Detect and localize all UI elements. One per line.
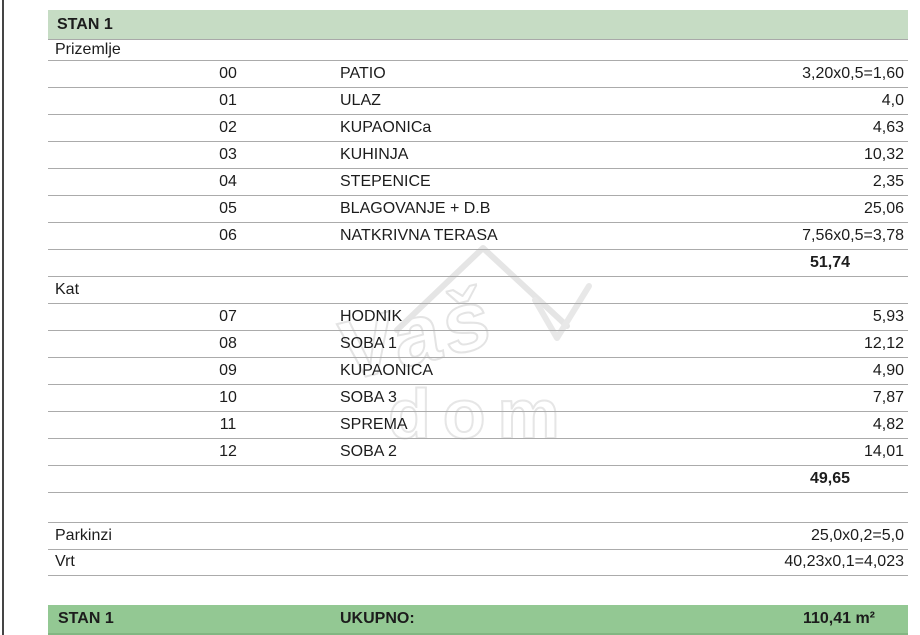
table-row: 03 KUHINJA 10,32 <box>48 142 908 169</box>
table-row: 12 SOBA 2 14,01 <box>48 439 908 466</box>
table-row: 01 ULAZ 4,0 <box>48 88 908 115</box>
room-number: 10 <box>219 389 237 406</box>
room-name: SOBA 3 <box>340 389 397 406</box>
table-extras: Parkinzi 25,0x0,2=5,0 Vrt 40,23x0,1=4,023 <box>48 523 908 576</box>
footer-total-label: UKUPNO: <box>340 610 415 627</box>
table-sections: Prizemlje 00 PATIO 3,20x0,5=1,60 01 ULAZ 4,0 02… <box>48 40 908 493</box>
room-number: 12 <box>219 443 237 460</box>
extra-row: Vrt 40,23x0,1=4,023 <box>48 550 908 576</box>
room-area: 3,20x0,5=1,60 <box>802 65 904 82</box>
room-area: 4,90 <box>872 362 904 379</box>
table-row: 10 SOBA 3 7,87 <box>48 385 908 412</box>
room-area: 12,12 <box>863 335 904 352</box>
table-row: 09 KUPAONICA 4,90 <box>48 358 908 385</box>
extra-value: 40,23x0,1=4,023 <box>784 553 904 571</box>
extra-label: Vrt <box>55 553 75 571</box>
section-subtotal-row: 51,74 <box>48 250 908 277</box>
extra-row: Parkinzi 25,0x0,2=5,0 <box>48 523 908 550</box>
room-number: 04 <box>219 173 237 190</box>
room-number: 02 <box>219 119 237 136</box>
room-name: SPREMA <box>340 416 408 433</box>
room-name: SOBA 1 <box>340 335 397 352</box>
extra-label: Parkinzi <box>55 526 112 544</box>
room-area: 4,63 <box>872 119 904 136</box>
room-area: 5,93 <box>872 308 904 325</box>
area-table: STAN 1 Prizemlje 00 PATIO 3,20x0,5=1,60 01 UL… <box>48 10 908 635</box>
room-number: 05 <box>219 200 237 217</box>
table-row: 00 PATIO 3,20x0,5=1,60 <box>48 61 908 88</box>
room-number: 08 <box>219 335 237 352</box>
table-row: 08 SOBA 1 12,12 <box>48 331 908 358</box>
room-name: KUPAONICA <box>340 362 434 379</box>
page-border-line <box>2 0 4 635</box>
empty-row <box>48 493 908 523</box>
section-label: Kat <box>55 281 80 298</box>
room-area: 7,56x0,5=3,78 <box>802 227 904 244</box>
room-number: 01 <box>219 92 237 109</box>
footer-apartment-title: STAN 1 <box>58 610 114 627</box>
room-name: KUHINJA <box>340 146 409 163</box>
table-header-title: STAN 1 <box>57 15 113 33</box>
room-area: 14,01 <box>863 443 904 460</box>
room-number: 09 <box>219 362 237 379</box>
room-name: PATIO <box>340 65 386 82</box>
room-name: SOBA 2 <box>340 443 397 460</box>
extra-value: 25,0x0,2=5,0 <box>811 526 904 544</box>
room-number: 06 <box>219 227 237 244</box>
table-row: 04 STEPENICE 2,35 <box>48 169 908 196</box>
section-label: Prizemlje <box>55 41 121 58</box>
table-row: 11 SPREMA 4,82 <box>48 412 908 439</box>
room-number: 11 <box>219 416 237 433</box>
table-footer-total-row: STAN 1 UKUPNO: 110,41 m² <box>48 605 908 635</box>
room-name: ULAZ <box>340 92 381 109</box>
room-number: 07 <box>219 308 237 325</box>
room-name: NATKRIVNA TERASA <box>340 227 498 244</box>
room-area: 4,0 <box>881 92 904 109</box>
room-area: 7,87 <box>872 389 904 406</box>
table-row: 07 HODNIK 5,93 <box>48 304 908 331</box>
room-name: STEPENICE <box>340 173 431 190</box>
section-subtotal-row: 49,65 <box>48 466 908 493</box>
room-name: HODNIK <box>340 308 403 325</box>
footer-total-value: 110,41 m² <box>802 610 875 627</box>
table-row: 05 BLAGOVANJE + D.B 25,06 <box>48 196 908 223</box>
room-area: 10,32 <box>863 146 904 163</box>
room-name: KUPAONICa <box>340 119 432 136</box>
room-area: 4,82 <box>872 416 904 433</box>
table-header: STAN 1 <box>48 10 908 40</box>
table-gap <box>48 576 908 605</box>
room-area: 2,35 <box>872 173 904 190</box>
table-row: 02 KUPAONICa 4,63 <box>48 115 908 142</box>
room-number: 00 <box>219 65 237 82</box>
room-area: 25,06 <box>863 200 904 217</box>
room-name: BLAGOVANJE + D.B <box>340 200 491 217</box>
table-row: 06 NATKRIVNA TERASA 7,56x0,5=3,78 <box>48 223 908 250</box>
section-label-row: Prizemlje <box>48 40 908 61</box>
section-subtotal-value: 49,65 <box>809 470 850 487</box>
room-number: 03 <box>219 146 237 163</box>
section-subtotal-value: 51,74 <box>809 254 850 271</box>
section-label-row: Kat <box>48 277 908 304</box>
